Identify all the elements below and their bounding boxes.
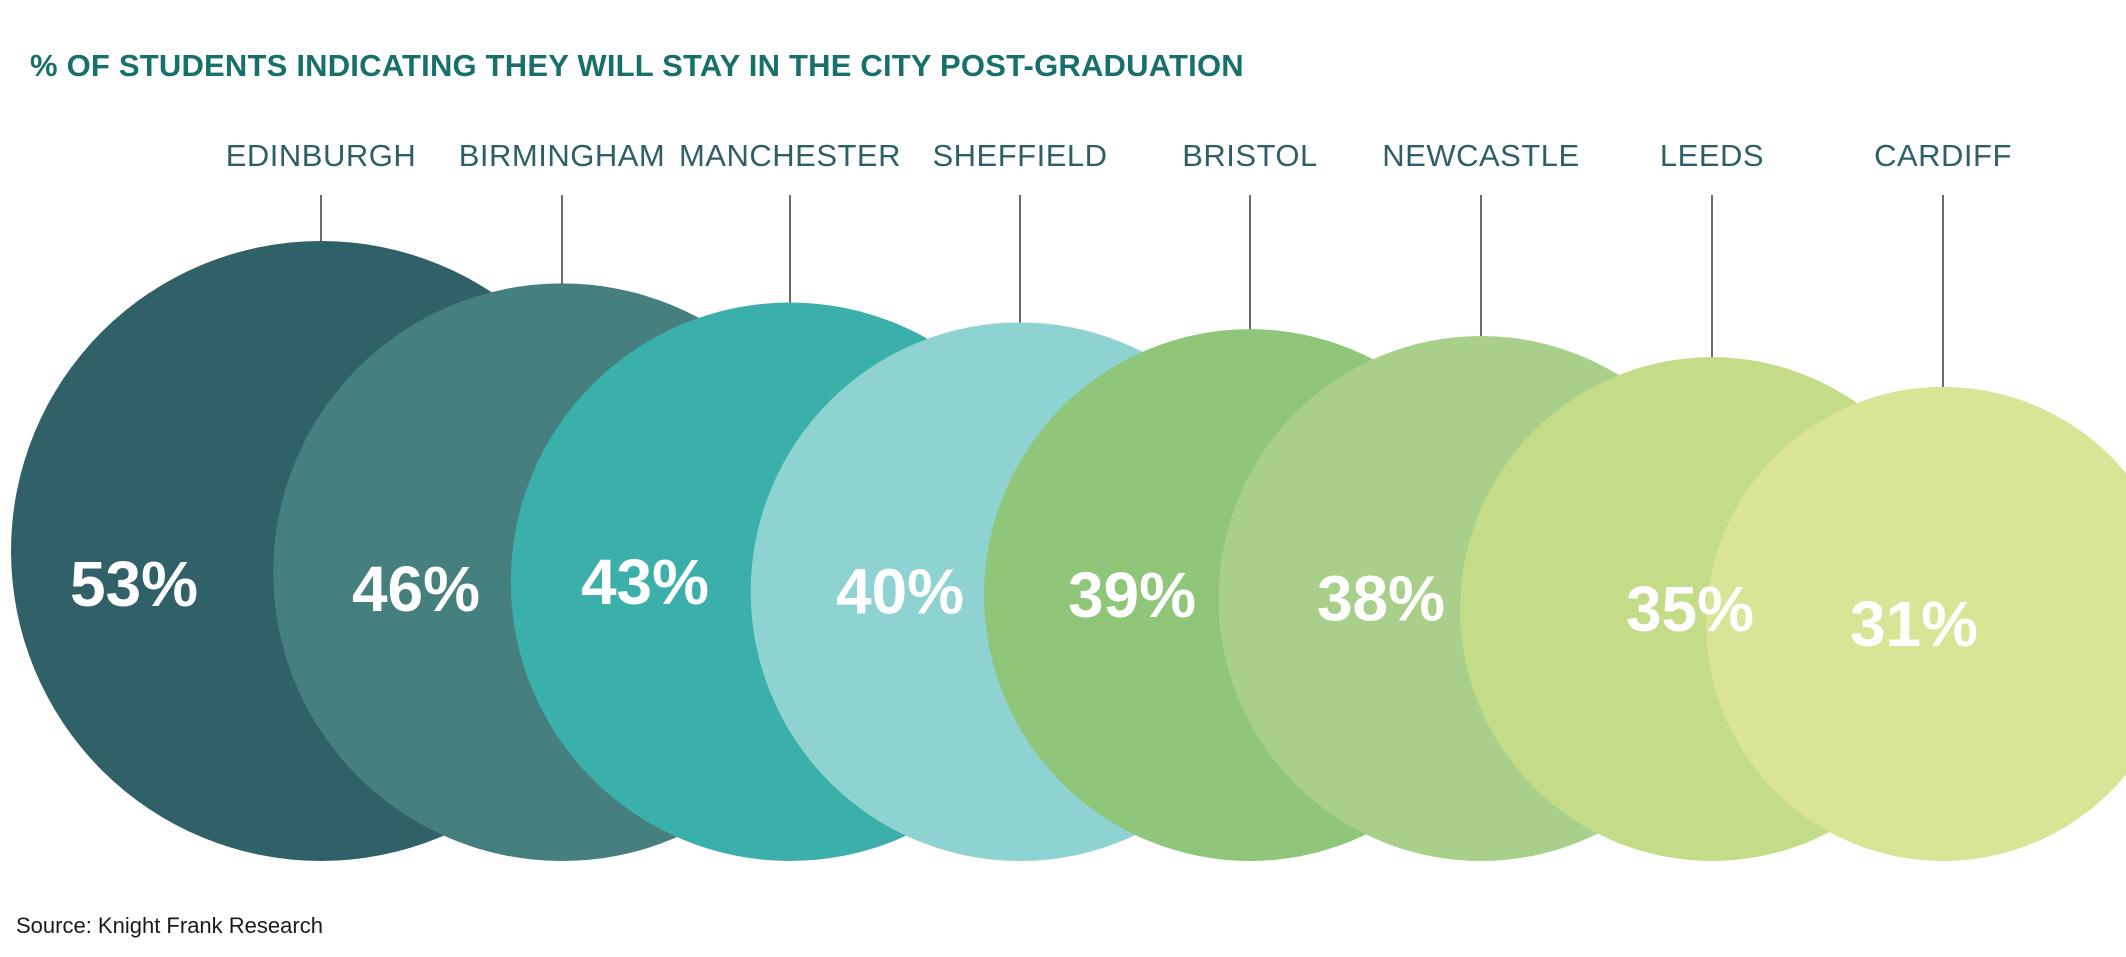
bubbles xyxy=(11,241,2126,861)
value-labels: 53% 46% 43% 40% 39% 38% 35% 31% xyxy=(70,546,1978,660)
city-label-leeds: LEEDS xyxy=(1660,138,1764,173)
value-label-sheffield: 40% xyxy=(836,556,964,628)
value-label-birmingham: 46% xyxy=(352,553,480,625)
leader-lines xyxy=(320,195,1944,424)
value-label-cardiff: 31% xyxy=(1850,588,1978,660)
value-label-bristol: 39% xyxy=(1068,559,1196,631)
city-label-cardiff: CARDIFF xyxy=(1874,138,2012,173)
city-label-manchester: MANCHESTER xyxy=(679,138,901,173)
value-label-manchester: 43% xyxy=(581,546,709,618)
source-note: Source: Knight Frank Research xyxy=(16,913,323,938)
value-label-newcastle: 38% xyxy=(1317,563,1445,635)
chart-title: % OF STUDENTS INDICATING THEY WILL STAY … xyxy=(30,48,1244,83)
value-label-leeds: 35% xyxy=(1626,573,1754,645)
city-labels: EDINBURGH BIRMINGHAM MANCHESTER SHEFFIELD BR… xyxy=(226,138,2012,173)
city-label-sheffield: SHEFFIELD xyxy=(932,138,1107,173)
value-label-edinburgh: 53% xyxy=(70,548,198,620)
city-label-edinburgh: EDINBURGH xyxy=(226,138,417,173)
city-label-birmingham: BIRMINGHAM xyxy=(459,138,666,173)
city-label-bristol: BRISTOL xyxy=(1182,138,1318,173)
bubble-cardiff xyxy=(1705,386,2126,861)
city-label-newcastle: NEWCASTLE xyxy=(1382,138,1579,173)
